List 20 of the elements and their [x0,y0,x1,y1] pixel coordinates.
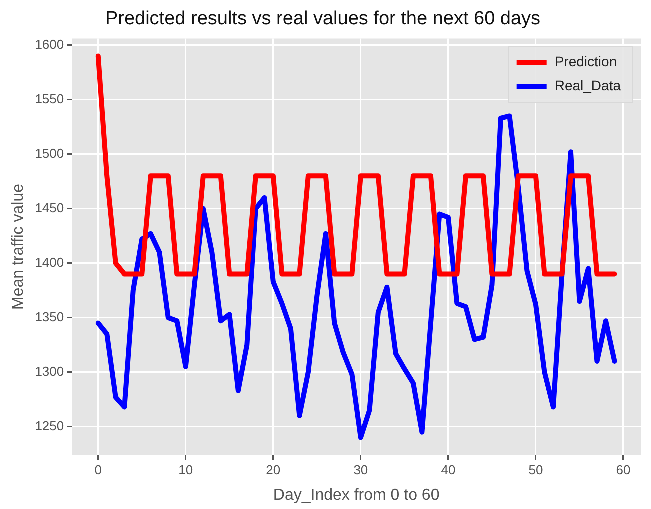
x-tick-label: 30 [354,462,368,478]
x-tick-label: 50 [528,462,544,478]
legend-label: Prediction [554,54,618,70]
y-tick-label: 1500 [35,146,64,161]
y-tick-label: 1250 [35,418,64,434]
y-tick-label: 1550 [35,91,64,106]
y-tick-label: 1600 [35,36,64,52]
legend-label: Real_Data [554,78,622,94]
y-tick-label: 1450 [35,200,64,216]
x-tick-label: 0 [94,462,102,478]
x-tick-label: 20 [266,462,281,478]
x-tick-label: 10 [178,462,194,478]
y-tick-label: 1400 [35,254,64,270]
y-axis-title: Mean traffic value [10,184,28,310]
x-tick-label: 40 [441,462,456,478]
y-tick-label: 1350 [35,309,64,324]
chart-title: Predicted results vs real values for the next 60 days [105,8,541,30]
x-axis-title: Day_Index from 0 to 60 [273,486,440,504]
x-tick-label: 60 [616,462,631,478]
y-tick-label: 1300 [35,364,64,379]
